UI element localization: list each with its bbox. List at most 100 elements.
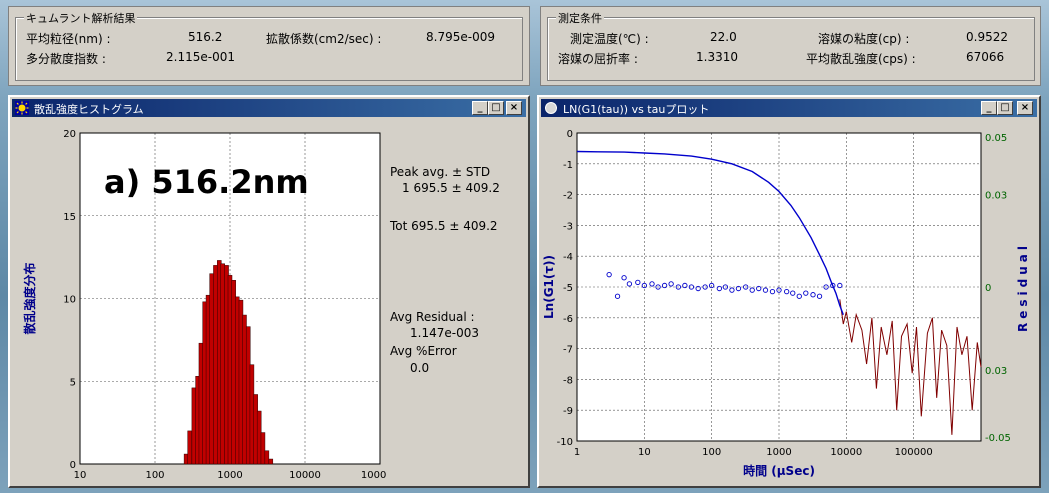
histogram-bar (213, 265, 218, 465)
diffusion-value: 8.795e-009 (426, 30, 495, 44)
histogram-bar (227, 275, 233, 465)
measured-data-point (661, 282, 668, 289)
correlation-y2-tick-label: -0.05 (985, 433, 1011, 444)
diffusion-label: 拡散係数(cm2/sec) : (266, 32, 382, 46)
residual-label: Avg Residual : (390, 310, 475, 324)
correlation-y-tick-label: -5 (563, 283, 573, 294)
correlation-x-tick-label: 10 (638, 447, 651, 458)
measured-data-point (621, 275, 627, 281)
histogram-bar (187, 430, 192, 465)
tot-value: Tot 695.5 ± 409.2 (390, 219, 498, 233)
peak-value: 1 695.5 ± 409.2 (402, 181, 500, 195)
pdi-label: 多分散度指数 : (26, 52, 106, 66)
viscosity-label: 溶媒の粘度(cp) : (818, 32, 910, 46)
refractive-label: 溶媒の屈折率 : (558, 52, 638, 66)
correlation-y-tick-label: -3 (563, 221, 573, 232)
histogram-y-tick-label: 0 (70, 460, 76, 471)
correlation-window: LN(G1(tau)) vs tauプロット _ □ × 0 -1 -2 -3 -4 -5… (537, 95, 1041, 488)
measured-data-point (709, 282, 715, 289)
measured-data-point (762, 287, 769, 293)
histogram-bar (220, 263, 225, 465)
correlation-window-title: LN(G1(tau)) vs tauプロット (563, 103, 710, 116)
mean-size-label: 平均粒径(nm) : (26, 32, 111, 46)
measured-data-point (716, 285, 722, 292)
maximize-button[interactable]: □ (997, 101, 1013, 115)
histogram-bar (209, 273, 214, 465)
close-button[interactable]: × (1017, 101, 1033, 115)
histogram-bar (198, 342, 204, 465)
histogram-bar (242, 314, 247, 465)
error-label: Avg %Error (390, 344, 457, 358)
measured-data-point (626, 281, 633, 287)
sun-icon (15, 101, 29, 115)
peak-label: Peak avg. ± STD (390, 165, 491, 179)
histogram-bar (235, 296, 240, 465)
correlation-y-tick-label: -10 (557, 437, 573, 448)
correlation-y-tick-label: -9 (563, 406, 573, 417)
correlation-y2-tick-label: 0 (985, 283, 991, 294)
measured-data-point (735, 285, 742, 292)
histogram-titlebar[interactable]: 散乱強度ヒストグラム _ □ × (12, 99, 526, 117)
measured-data-point (784, 288, 790, 295)
correlation-x-tick-label: 1 (574, 447, 580, 458)
measured-data-point (776, 287, 782, 293)
measured-data-point (769, 288, 776, 295)
measured-data-point (655, 284, 661, 290)
measured-data-point (796, 293, 802, 299)
measured-data-point (756, 285, 762, 292)
correlation-y-tick-label: -8 (563, 375, 573, 386)
measured-data-point (729, 287, 735, 293)
correlation-y-tick-label: -7 (563, 345, 573, 356)
histogram-y-tick-label: 15 (63, 212, 76, 223)
measured-data-point (722, 284, 729, 290)
histogram-x-tick-label: 10 (74, 470, 87, 481)
error-value: 0.0 (410, 361, 430, 375)
correlation-x-tick-label: 10000 (830, 447, 862, 458)
residual-value: 1.147e-003 (410, 326, 479, 340)
conditions-group: 測定条件 測定温度(℃) : 22.0 溶媒の粘度(cp) : 0.9522 溶… (547, 10, 1035, 81)
correlation-y-tick-label: -2 (563, 191, 573, 202)
histogram-y-axis-label: 散乱強度分布 (22, 262, 37, 334)
histogram-x-tick-label: 10000 (289, 470, 321, 481)
maximize-button[interactable]: □ (488, 101, 504, 115)
measured-data-point (823, 284, 829, 290)
fit-series-line (576, 150, 844, 315)
correlation-titlebar[interactable]: LN(G1(tau)) vs tauプロット _ □ × (541, 99, 1037, 117)
measured-data-point (641, 282, 647, 289)
histogram-window-title: 散乱強度ヒストグラム (34, 103, 144, 116)
measured-data-point (810, 292, 816, 298)
measured-data-point (682, 282, 688, 289)
temp-value: 22.0 (710, 30, 737, 44)
measured-data-point (803, 290, 809, 296)
correlation-chart: 0 -1 -2 -3 -4 -5 -6 -7 -8 -9 -101 10 100 1000 10000 100… (542, 129, 1030, 478)
close-button[interactable]: × (506, 101, 522, 115)
minimize-button[interactable]: _ (981, 101, 997, 115)
viscosity-value: 0.9522 (966, 30, 1008, 44)
minimize-button[interactable]: _ (472, 101, 488, 115)
pdi-value: 2.115e-001 (166, 50, 235, 64)
histogram-x-tick-label: 1000 (217, 470, 242, 481)
measured-data-point (606, 272, 612, 278)
circle-icon (545, 102, 557, 114)
intensity-label: 平均散乱強度(cps) : (806, 52, 916, 66)
measured-data-point (830, 282, 836, 289)
histogram-bar (249, 364, 255, 465)
measured-data-point (668, 281, 674, 287)
correlation-y2-tick-label: 0.03 (985, 191, 1007, 202)
correlation-y-tick-label: -4 (563, 252, 573, 263)
correlation-y-tick-label: -6 (563, 314, 573, 325)
measured-data-point (649, 281, 655, 287)
mean-size-value: 516.2 (188, 30, 223, 44)
residual-series-line (839, 299, 982, 435)
measured-data-point (614, 293, 621, 299)
histogram-bar (245, 326, 251, 465)
cumulant-group-title: キュムラント解析結果 (24, 10, 138, 26)
temp-label: 測定温度(℃) : (570, 32, 649, 46)
correlation-y-tick-label: -1 (563, 160, 573, 171)
histogram-bar (264, 450, 270, 465)
histogram-bar (260, 432, 266, 465)
histogram-x-tick-label: 100000 (361, 470, 387, 481)
measured-data-point (688, 284, 695, 290)
correlation-plot-frame (576, 132, 982, 442)
measured-data-point (749, 287, 755, 293)
